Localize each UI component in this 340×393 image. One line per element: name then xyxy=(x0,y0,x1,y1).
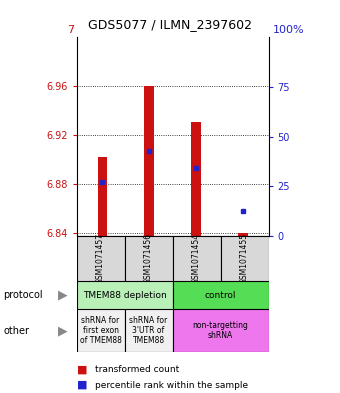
Bar xyxy=(221,236,269,281)
Text: percentile rank within the sample: percentile rank within the sample xyxy=(95,381,248,389)
Text: ■: ■ xyxy=(76,380,87,390)
Text: 100%: 100% xyxy=(272,26,304,35)
Bar xyxy=(172,281,269,309)
Bar xyxy=(124,309,172,352)
Text: non-targetting
shRNA: non-targetting shRNA xyxy=(193,321,249,340)
Bar xyxy=(238,233,248,236)
Bar xyxy=(76,309,124,352)
Text: GSM1071455: GSM1071455 xyxy=(240,233,249,284)
Bar xyxy=(172,236,221,281)
Bar xyxy=(98,157,107,236)
Text: 7: 7 xyxy=(67,26,74,35)
Text: shRNA for
3'UTR of
TMEM88: shRNA for 3'UTR of TMEM88 xyxy=(130,316,168,345)
Bar xyxy=(124,236,172,281)
Text: GSM1071454: GSM1071454 xyxy=(192,233,201,284)
Text: GDS5077 / ILMN_2397602: GDS5077 / ILMN_2397602 xyxy=(88,18,252,31)
Bar xyxy=(144,86,154,236)
Text: ▶: ▶ xyxy=(58,324,68,337)
Bar xyxy=(76,236,124,281)
Text: ▶: ▶ xyxy=(58,288,68,302)
Text: other: other xyxy=(3,325,29,336)
Bar xyxy=(172,309,269,352)
Text: ■: ■ xyxy=(76,364,87,375)
Text: GSM1071457: GSM1071457 xyxy=(96,233,105,284)
Text: control: control xyxy=(205,291,236,299)
Bar xyxy=(191,122,201,236)
Text: protocol: protocol xyxy=(3,290,43,300)
Text: TMEM88 depletion: TMEM88 depletion xyxy=(83,291,166,299)
Text: transformed count: transformed count xyxy=(95,365,180,374)
Text: shRNA for
first exon
of TMEM88: shRNA for first exon of TMEM88 xyxy=(80,316,121,345)
Bar xyxy=(76,281,172,309)
Text: GSM1071456: GSM1071456 xyxy=(144,233,153,284)
